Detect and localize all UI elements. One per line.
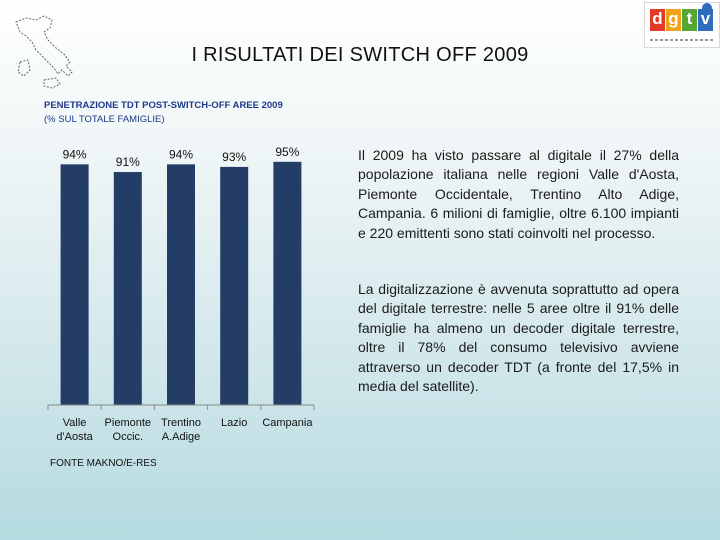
tick-label-1-1: Occic. <box>113 431 144 443</box>
paragraph-2: La digitalizzazione è avvenuta soprattut… <box>358 281 679 395</box>
tick-label-1-0: Piemonte <box>105 417 151 429</box>
data-label-2: 94% <box>169 147 193 161</box>
data-label-0: 94% <box>63 147 87 161</box>
italy-map-icon <box>15 15 73 89</box>
tick-label-2-0: Trentino <box>161 417 201 429</box>
tick-label-0-0: Valle <box>63 417 87 429</box>
logo-letter: t <box>682 9 697 31</box>
logo-tagline <box>650 39 713 41</box>
bar-chart: 94% Valle d'Aosta 91% Piemonte Occic. 94% Trent… <box>47 145 315 443</box>
bar-1 <box>113 172 142 405</box>
tick-label-0-1: d'Aosta <box>56 431 93 443</box>
bar-3 <box>220 166 249 405</box>
data-label-3: 93% <box>222 150 246 164</box>
logo-letter: g <box>666 9 681 31</box>
chart-subheading: (% SUL TOTALE FAMIGLIE) <box>44 114 165 125</box>
data-label-4: 95% <box>275 145 299 159</box>
tick-label-4-0: Campania <box>262 417 313 429</box>
dgtv-logo: d g t v <box>644 2 720 48</box>
logo-letter: v <box>698 9 713 31</box>
paragraph-1: Il 2009 ha visto passare al digitale il … <box>358 147 679 241</box>
tick-label-2-1: A.Adige <box>162 431 201 443</box>
bar-2 <box>167 164 195 405</box>
tick-label-3-0: Lazio <box>221 417 247 429</box>
logo-letter: d <box>650 9 665 31</box>
data-label-1: 91% <box>116 155 140 169</box>
logo-dot <box>702 3 712 13</box>
chart-heading: PENETRAZIONE TDT POST-SWITCH-OFF AREE 20… <box>44 100 283 111</box>
source-note: FONTE MAKNO/E-RES <box>50 458 157 469</box>
bar-4 <box>273 161 302 405</box>
page-title: I RISULTATI DEI SWITCH OFF 2009 <box>191 44 529 66</box>
bar-0 <box>60 164 89 405</box>
